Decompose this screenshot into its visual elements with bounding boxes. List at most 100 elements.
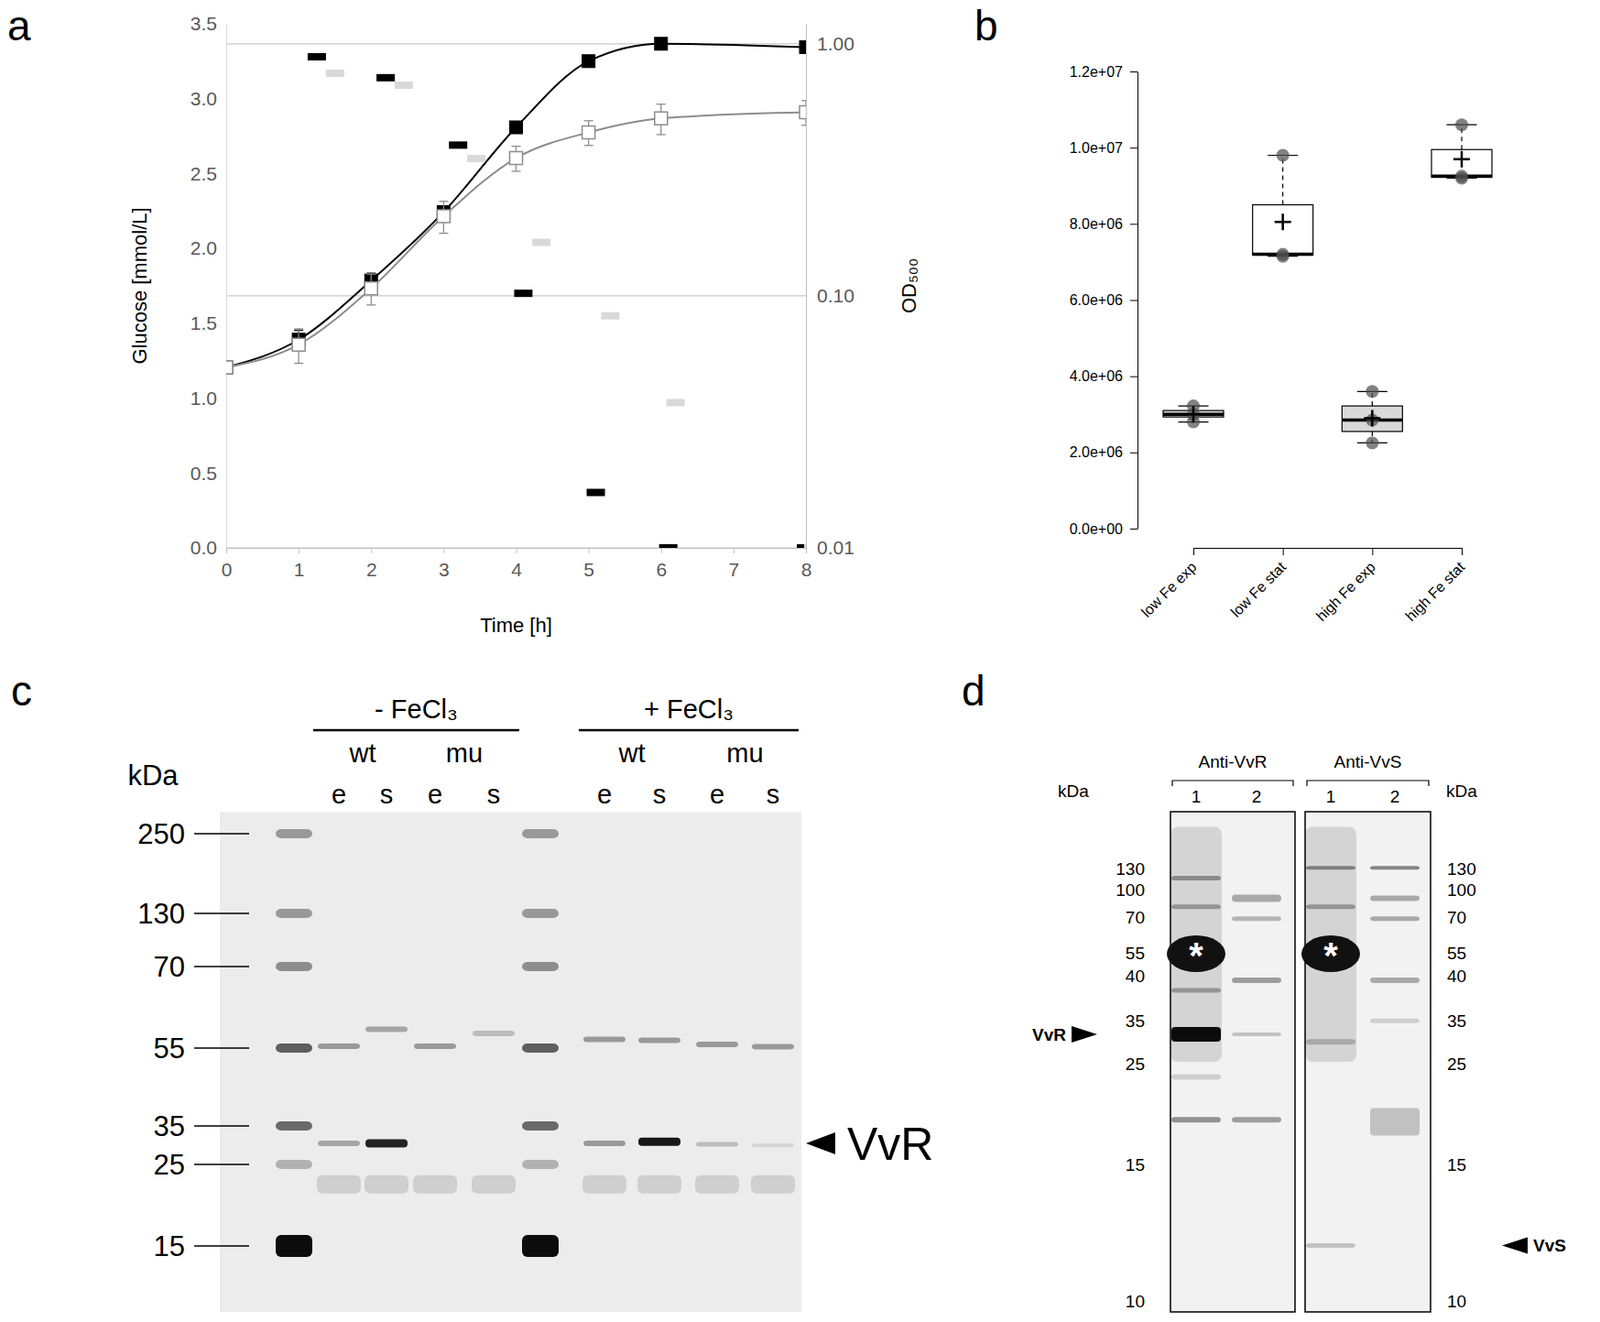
- axis: 012345678: [221, 547, 813, 580]
- marker-label: 40: [1447, 966, 1467, 986]
- highlight-label: *: [1323, 935, 1339, 976]
- tick: 0.01: [805, 536, 855, 558]
- group-bracket: [313, 729, 520, 732]
- tick: 0.10: [805, 284, 855, 306]
- tick: low Fe exp: [1138, 547, 1200, 621]
- tick-mark: [1283, 547, 1285, 556]
- mean-marker: [1274, 213, 1292, 230]
- axis-line: [226, 24, 228, 549]
- error-bar-line: [438, 232, 448, 234]
- ladder-band: [522, 1159, 559, 1169]
- mean-marker: [1185, 405, 1202, 423]
- data-point: [467, 154, 486, 163]
- tick-label: high Fe exp: [1313, 558, 1379, 624]
- series-line: [226, 43, 806, 368]
- axis: 0.00.51.01.52.02.53.03.5: [190, 12, 228, 558]
- panel-d: dkDakDa130130100100707055554040353525251…: [961, 666, 1567, 1312]
- data-point: [394, 81, 414, 89]
- marker-label: 130: [1447, 859, 1477, 879]
- tick: 2.0: [190, 237, 227, 259]
- axis-line: [1194, 547, 1463, 549]
- tick: 0.0e+00: [1069, 521, 1138, 537]
- data-point: [226, 360, 233, 374]
- blot-label: Anti-VvR: [1198, 751, 1268, 772]
- data-point: [654, 37, 668, 51]
- tick-mark: [1461, 547, 1463, 556]
- target-arrow: [805, 1131, 836, 1154]
- tick-label: 1: [293, 558, 305, 580]
- data-point: [1455, 169, 1469, 183]
- tick: high Fe stat: [1402, 547, 1469, 624]
- tick-label: low Fe exp: [1138, 558, 1200, 621]
- error-bar-line: [293, 362, 304, 364]
- data-point: [1365, 384, 1379, 398]
- panel-a: a0.00.51.01.52.02.53.03.50.010.101.00012…: [7, 1, 921, 637]
- marker-tick: [194, 832, 250, 835]
- data-point: [666, 398, 686, 406]
- tick-label: 3.0: [190, 87, 218, 109]
- blot-band: [1306, 903, 1356, 909]
- axis-title: OD₅₀₀: [897, 258, 921, 314]
- blot-smear: [413, 1175, 458, 1194]
- highlight-label: *: [1188, 935, 1204, 976]
- blot-smear: [316, 1175, 361, 1194]
- error-bar-line: [584, 144, 594, 146]
- tick: 1.0e+07: [1069, 140, 1138, 156]
- lane-label: e: [427, 779, 443, 809]
- tick-mark: [1130, 452, 1138, 454]
- error-bar-line: [366, 272, 376, 274]
- marker-label: 25: [1447, 1054, 1467, 1074]
- tick-label: 0.0e+00: [1069, 521, 1123, 537]
- blot-smear: [364, 1175, 409, 1194]
- axis-line: [1137, 72, 1139, 530]
- whisker: [1282, 154, 1284, 205]
- data-point: [1455, 118, 1469, 131]
- tick-label: 2.5: [190, 163, 218, 185]
- lane-label: s: [766, 779, 781, 809]
- blot-smear: [637, 1175, 682, 1194]
- blot-band: [317, 1043, 360, 1049]
- blot-band: [365, 1026, 408, 1033]
- tick: 6.0e+06: [1069, 292, 1138, 308]
- tick: high Fe exp: [1313, 547, 1379, 624]
- panel-label: a: [7, 1, 32, 50]
- blot-band: [1370, 865, 1420, 870]
- marker-tick: [194, 1046, 250, 1049]
- blot-band: [413, 1043, 457, 1049]
- tick-label: 3: [438, 558, 450, 580]
- blot-band: [583, 1035, 626, 1042]
- panel-label: b: [974, 1, 999, 50]
- blot-band: [1171, 987, 1221, 992]
- error-bar-line: [584, 119, 594, 121]
- blot-membrane: [1170, 811, 1296, 1312]
- unit-label: kDa: [1057, 781, 1089, 801]
- axis: 0.0e+002.0e+064.0e+066.0e+068.0e+061.0e+…: [1069, 64, 1139, 537]
- blot-smear: [751, 1175, 795, 1194]
- tick: 5: [583, 547, 595, 580]
- strain-label: wt: [348, 738, 377, 768]
- data-point: [587, 489, 606, 497]
- tick-label: 1.0e+07: [1069, 140, 1123, 156]
- blot-smear: [582, 1175, 627, 1194]
- tick: 4.0e+06: [1069, 368, 1138, 384]
- tick-label: low Fe stat: [1228, 558, 1290, 621]
- target-arrow: [1071, 1025, 1098, 1043]
- blot-band: [472, 1030, 515, 1036]
- lane-label: 1: [1191, 786, 1202, 806]
- tick: 2.0e+06: [1069, 444, 1138, 460]
- data-point: [1365, 435, 1379, 449]
- ladder-band: [522, 961, 559, 971]
- blot-band: [1231, 1116, 1282, 1122]
- blot-band: [365, 1138, 408, 1147]
- tick: low Fe stat: [1228, 547, 1290, 621]
- panel-c: ckDa2501307055352515- FeCl₃eswtesmu+ FeC…: [10, 666, 934, 1312]
- data-point: [799, 40, 806, 54]
- data-point: [582, 54, 596, 68]
- marker-label: 35: [1447, 1011, 1467, 1031]
- lane-label: e: [597, 779, 612, 809]
- ladder-band: [522, 1043, 559, 1053]
- blot-band: [1231, 915, 1282, 921]
- tick-mark: [1193, 547, 1195, 556]
- blot-band: [1306, 865, 1356, 870]
- ladder-band: [275, 1159, 313, 1169]
